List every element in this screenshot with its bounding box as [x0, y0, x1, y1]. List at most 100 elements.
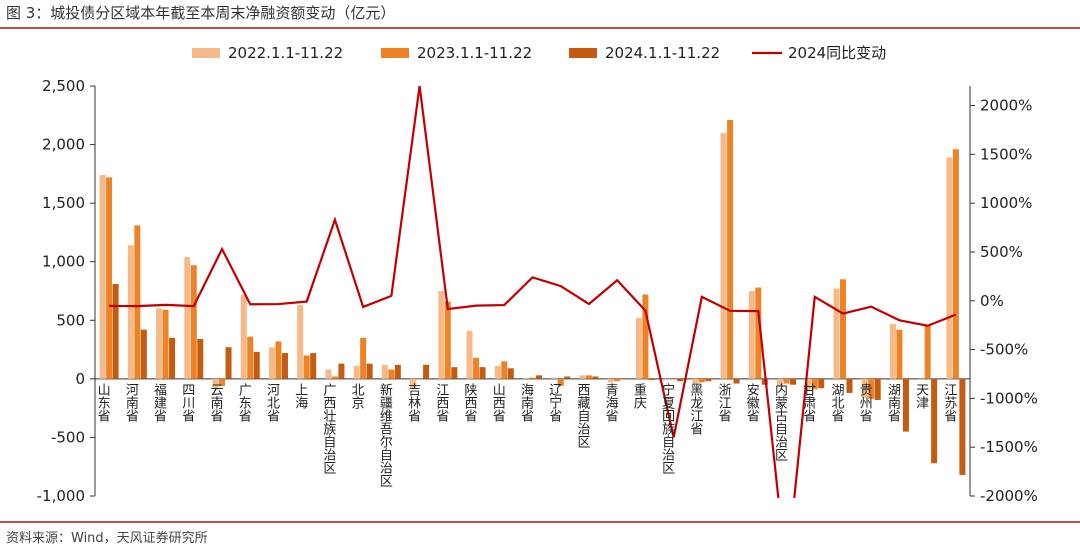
- category-label: 西藏自治区: [574, 383, 590, 448]
- category-label: 黑龙江省: [687, 383, 703, 435]
- bar: [889, 323, 896, 379]
- category-label: 重庆: [631, 382, 647, 409]
- legend-label: 2022.1.1-11.22: [228, 44, 343, 62]
- bar: [874, 378, 881, 400]
- chart-category-labels: 山东省 河南省 福建省 四川省 云南省 广东省 河北省 上海 广西壮族自治区 北京 新疆维吾尔自治区…: [95, 382, 957, 487]
- bar: [99, 175, 106, 379]
- y2-tick-label: 1500%: [980, 145, 1032, 163]
- category-label: 广西壮族自治区: [320, 383, 336, 474]
- y2-tick-label: -1500%: [980, 438, 1038, 456]
- y2-tick-label: 1000%: [980, 194, 1032, 212]
- category-label: 四川省: [179, 383, 195, 422]
- bar: [310, 353, 317, 379]
- legend-label: 2024.1.1-11.22: [605, 44, 720, 62]
- category-label: 安徽省: [744, 383, 760, 422]
- bar: [507, 368, 514, 379]
- category-label: 福建省: [151, 383, 167, 422]
- bar: [360, 337, 367, 379]
- source-note: 资料来源：Wind，天风证券研究所: [6, 531, 208, 546]
- bar: [197, 339, 204, 379]
- category-label: 浙江省: [716, 383, 732, 422]
- category-label: 天津: [913, 383, 929, 409]
- bar: [677, 378, 684, 382]
- series-line: [109, 85, 957, 498]
- figure-title: 图 3：城投债分区域本年截至本周末净融资额变动（亿元）: [6, 4, 396, 22]
- y-tick-label: 0: [75, 370, 85, 388]
- bar: [281, 353, 288, 379]
- bar: [620, 378, 627, 380]
- y-tick-label: 2,500: [42, 77, 85, 95]
- y2-tick-label: 2000%: [980, 97, 1032, 115]
- bar: [833, 288, 840, 379]
- bar: [473, 357, 480, 379]
- chart-axes: 2,500 2,000 1,500 1,000 500 0 -500 -1,000 2000% 1…: [37, 77, 1038, 505]
- y-tick-label: -500: [51, 428, 85, 446]
- bar: [727, 119, 734, 379]
- y-tick-label: 500: [56, 311, 85, 329]
- bar: [564, 376, 571, 379]
- bar: [607, 378, 614, 383]
- bar: [134, 225, 141, 379]
- bar: [557, 378, 564, 386]
- y-tick-label: 1,500: [42, 194, 85, 212]
- source-divider: [0, 521, 1080, 523]
- chart-legend: 2022.1.1-11.22 2023.1.1-11.22 2024.1.1-11.…: [192, 44, 886, 62]
- bar: [423, 364, 430, 379]
- bar: [698, 378, 705, 383]
- bar: [818, 378, 825, 389]
- bar: [494, 365, 501, 379]
- bar: [140, 329, 147, 379]
- y-tick-label: -1,000: [37, 487, 85, 505]
- bar: [670, 378, 677, 380]
- bar: [918, 378, 925, 381]
- legend-swatch: [381, 48, 409, 58]
- y-tick-label: 2,000: [42, 136, 85, 154]
- bar: [635, 317, 642, 379]
- bar: [755, 287, 762, 379]
- bar: [501, 361, 508, 379]
- category-label: 湖南省: [885, 383, 901, 422]
- bar: [127, 245, 134, 379]
- bar: [247, 336, 254, 379]
- bar: [416, 378, 423, 380]
- bar: [579, 375, 586, 379]
- category-label: 新疆维吾尔自治区: [377, 382, 393, 487]
- bar: [896, 329, 903, 379]
- bar: [839, 279, 846, 379]
- bar: [106, 177, 113, 379]
- category-label: 江苏省: [941, 383, 957, 422]
- bar: [614, 378, 621, 382]
- category-label: 内蒙古自治区: [772, 382, 788, 461]
- bar: [112, 283, 119, 379]
- bar: [692, 378, 699, 385]
- category-label: 云南省: [208, 383, 224, 422]
- y2-tick-label: -2000%: [980, 487, 1038, 505]
- y2-tick-label: -500%: [980, 341, 1028, 359]
- bar: [253, 351, 260, 379]
- category-label: 宁夏回族自治区: [659, 382, 675, 474]
- bar: [303, 355, 310, 379]
- category-label: 江西省: [433, 383, 449, 422]
- bar: [410, 378, 417, 389]
- bar: [720, 132, 727, 379]
- category-label: 陕西省: [462, 383, 478, 422]
- category-label: 贵州省: [857, 383, 873, 422]
- bar: [790, 378, 797, 385]
- bar: [466, 330, 473, 379]
- title-divider: [0, 27, 1080, 29]
- bar: [902, 378, 909, 432]
- bar: [444, 301, 451, 379]
- bar: [268, 347, 275, 379]
- bar: [162, 309, 169, 379]
- bar: [156, 308, 163, 379]
- bar: [805, 378, 812, 390]
- bar: [536, 375, 542, 379]
- bar: [366, 363, 373, 379]
- bar: [733, 378, 740, 384]
- bar: [705, 378, 712, 382]
- bar: [225, 347, 232, 379]
- chart-line: [109, 85, 957, 498]
- y2-tick-label: 0%: [980, 292, 1004, 310]
- category-label: 吉林省: [405, 383, 421, 422]
- legend-swatch: [192, 48, 220, 58]
